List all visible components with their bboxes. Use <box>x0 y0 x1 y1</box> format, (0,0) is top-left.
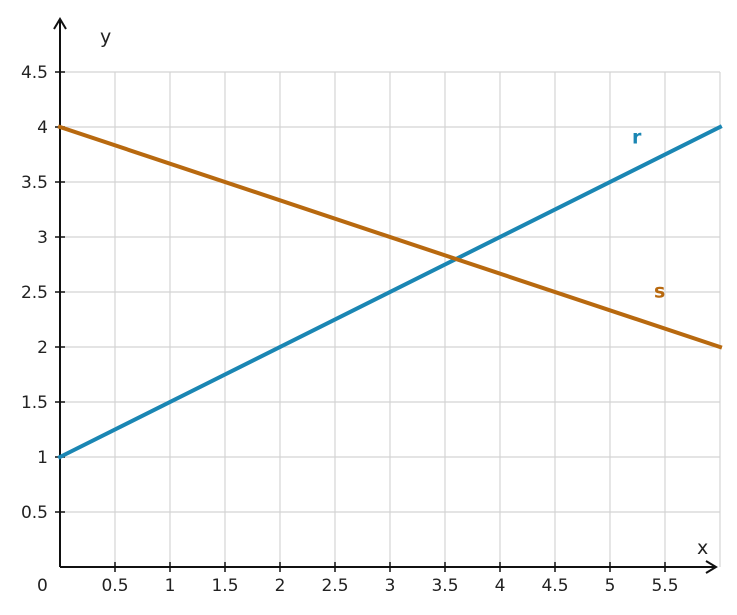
x-tick-label: 5 <box>605 576 616 596</box>
x-tick-label: 4 <box>495 576 506 596</box>
axes <box>53 17 718 574</box>
y-tick-label: 1.5 <box>21 393 48 413</box>
x-tick-label: 3 <box>385 576 396 596</box>
series-line-r <box>57 124 723 460</box>
y-tick-label: 1 <box>37 448 48 468</box>
grid <box>60 71 721 567</box>
x-tick-label: 0.5 <box>101 576 128 596</box>
y-tick-label: 2 <box>37 338 48 358</box>
x-tick-label: 4.5 <box>541 576 568 596</box>
origin-label: 0 <box>37 576 48 596</box>
x-tick-label: 1 <box>165 576 176 596</box>
y-tick-label: 3 <box>37 228 48 248</box>
x-axis-label: x <box>697 537 708 559</box>
y-tick-label: 3.5 <box>21 173 48 193</box>
series-label-r: r <box>632 127 642 149</box>
y-axis-arrow <box>53 17 67 30</box>
y-tick-label: 0.5 <box>21 503 48 523</box>
x-tick-label: 2 <box>275 576 286 596</box>
x-tick-label: 1.5 <box>211 576 238 596</box>
y-axis-label: y <box>100 26 111 48</box>
series-lines: rs <box>57 124 723 460</box>
x-tick-label: 2.5 <box>321 576 348 596</box>
x-tick-label: 3.5 <box>431 576 458 596</box>
series-line-s <box>57 124 723 350</box>
x-tick-label: 5.5 <box>651 576 678 596</box>
y-tick-label: 4.5 <box>21 63 48 83</box>
tick-labels: 0.5 1 1.5 2 2.5 3 3.5 4 4.5 5 5.5 0.5 1 1.5 2 2.5 3 3.5 4 4… <box>21 63 679 596</box>
y-tick-label: 2.5 <box>21 283 48 303</box>
series-label-s: s <box>654 281 665 303</box>
x-axis-arrow <box>705 560 718 574</box>
y-tick-label: 4 <box>37 118 48 138</box>
